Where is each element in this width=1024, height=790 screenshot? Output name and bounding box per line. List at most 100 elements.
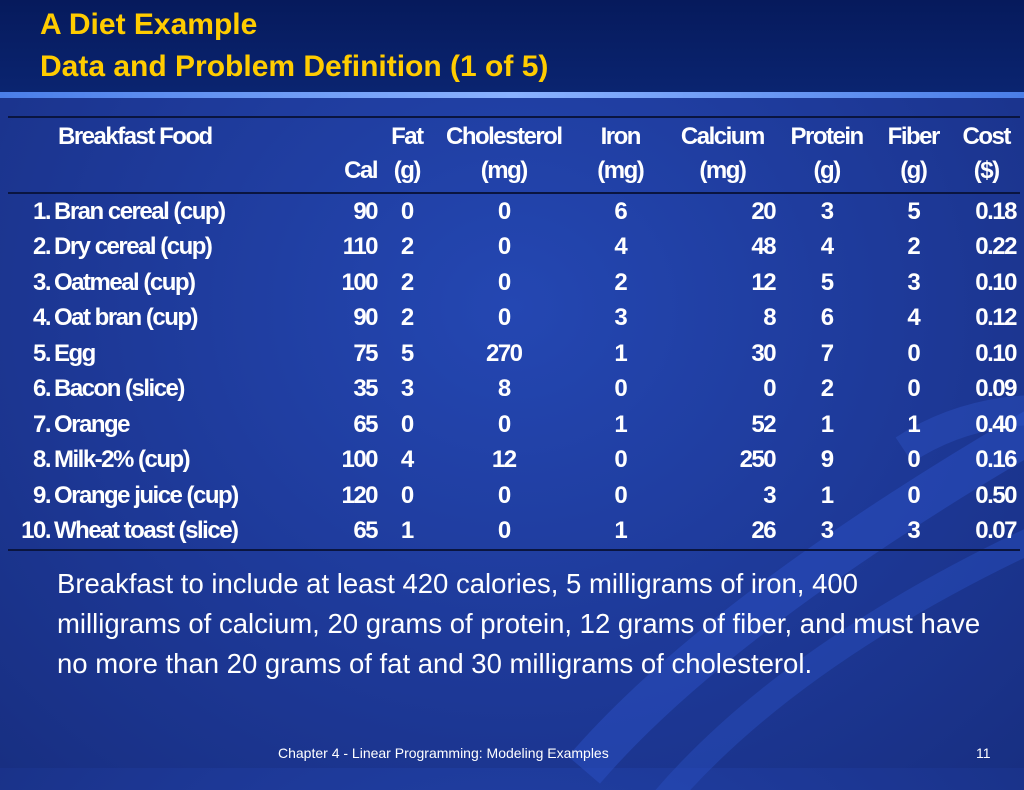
cell-iron: 6 — [614, 197, 627, 225]
header-cost: Cost — [962, 123, 1012, 150]
cell-iron: 1 — [614, 410, 627, 438]
cell-food: 8. Milk-2% (cup) — [8, 443, 317, 479]
food-name: Bacon (slice) — [54, 375, 185, 403]
cell-iron: 1 — [614, 339, 627, 367]
cell-fiber: 0 — [907, 481, 920, 509]
cell-cost: 0.12 — [975, 304, 1017, 332]
cell-fiber: 2 — [907, 233, 920, 261]
cell-calcium: 3 — [763, 481, 776, 509]
breakfast-food-table: Breakfast Food Fat Cholesterol Iron Calc… — [8, 116, 1020, 551]
food-name: Dry cereal (cup) — [54, 233, 213, 261]
food-name: Oat bran (cup) — [54, 304, 199, 332]
row-number: 8. — [32, 446, 52, 474]
cell-food: 4. Oat bran (cup) — [8, 301, 317, 337]
cell-fiber: 3 — [907, 517, 920, 545]
cell-fat: 4 — [400, 446, 414, 474]
header-breakfast-food: Breakfast Food — [58, 123, 213, 150]
food-name: Egg — [54, 339, 96, 367]
cell-fat: 0 — [400, 481, 414, 509]
cell-food: 2. Dry cereal (cup) — [8, 230, 317, 266]
cell-fat: 2 — [400, 233, 414, 261]
cell-cost: 0.10 — [975, 268, 1017, 296]
cell-fiber: 0 — [907, 339, 920, 367]
title-divider — [0, 92, 1024, 98]
cell-calcium: 48 — [751, 233, 776, 261]
slide-title: A Diet Example — [40, 8, 258, 41]
unit-food-blank — [8, 154, 317, 193]
table-header-row: Breakfast Food Fat Cholesterol Iron Calc… — [8, 117, 1020, 154]
unit-calcium: (mg) — [699, 157, 746, 184]
table-row: 1. Bran cereal (cup) 90 0 0 6 20 3 5 0.18 — [8, 193, 1020, 230]
cell-calories: 120 — [341, 481, 378, 509]
cell-calories: 35 — [353, 375, 378, 403]
table-row: 8. Milk-2% (cup) 100 4 12 0 250 9 0 0.16 — [8, 443, 1020, 479]
header-iron: Iron — [600, 123, 642, 150]
table-row: 3. Oatmeal (cup) 100 2 0 2 12 5 3 0.10 — [8, 265, 1020, 301]
cell-food: 5. Egg — [8, 336, 317, 372]
cell-calcium: 52 — [751, 410, 776, 438]
cell-fat: 3 — [400, 375, 414, 403]
cell-cost: 0.40 — [975, 410, 1017, 438]
cell-calcium: 30 — [751, 339, 776, 367]
cell-fiber: 0 — [907, 446, 920, 474]
table-row: 10. Wheat toast (slice) 65 1 0 1 26 3 3 0.07 — [8, 514, 1020, 551]
cell-calories: 110 — [342, 233, 379, 261]
header-cholesterol: Cholesterol — [445, 123, 563, 150]
cell-food: 9. Orange juice (cup) — [8, 478, 317, 514]
cell-cost: 0.10 — [975, 339, 1017, 367]
food-name: Oatmeal (cup) — [54, 268, 196, 296]
cell-cholesterol: 0 — [497, 233, 511, 261]
food-name: Wheat toast (slice) — [54, 517, 239, 545]
table-row: 9. Orange juice (cup) 120 0 0 0 3 1 0 0.50 — [8, 478, 1020, 514]
cell-calcium: 8 — [763, 304, 776, 332]
cell-fat: 5 — [400, 339, 414, 367]
row-number: 9. — [32, 481, 52, 509]
header-cal: Cal — [344, 157, 378, 184]
cell-calories: 90 — [353, 304, 378, 332]
row-number: 3. — [32, 268, 52, 296]
cell-fiber: 4 — [907, 304, 920, 332]
cell-fiber: 3 — [907, 268, 920, 296]
cell-iron: 0 — [614, 481, 627, 509]
slide-subtitle: Data and Problem Definition (1 of 5) — [40, 50, 549, 83]
header-cal-blank — [317, 117, 381, 154]
cell-food: 10. Wheat toast (slice) — [8, 514, 317, 551]
cell-cost: 0.09 — [975, 375, 1017, 403]
cell-calories: 100 — [341, 446, 378, 474]
table-row: 6. Bacon (slice) 35 3 8 0 0 2 0 0.09 — [8, 372, 1020, 408]
footer-text: Chapter 4 - Linear Programming: Modeling… — [278, 745, 609, 761]
cell-cholesterol: 0 — [497, 304, 511, 332]
row-number: 10. — [21, 517, 51, 545]
food-name: Bran cereal (cup) — [54, 197, 226, 225]
row-number: 4. — [32, 304, 52, 332]
food-name: Orange juice (cup) — [54, 481, 239, 509]
cell-iron: 4 — [614, 233, 627, 261]
cell-cholesterol: 270 — [485, 339, 523, 367]
cell-protein: 3 — [820, 197, 834, 225]
cell-calcium: 0 — [763, 375, 776, 403]
row-number: 5. — [32, 339, 52, 367]
cell-calories: 100 — [341, 268, 378, 296]
cell-calories: 65 — [353, 410, 378, 438]
cell-fat: 2 — [400, 304, 414, 332]
unit-protein: (g) — [813, 157, 842, 184]
cell-food: 7. Orange — [8, 407, 317, 443]
cell-cost: 0.16 — [975, 446, 1017, 474]
unit-cholesterol: (mg) — [480, 157, 528, 184]
row-number: 7. — [32, 410, 52, 438]
header-protein: Protein — [790, 123, 865, 150]
cell-protein: 1 — [820, 481, 834, 509]
unit-fat: (g) — [393, 157, 422, 184]
cell-cost: 0.07 — [975, 517, 1017, 545]
cell-iron: 0 — [614, 375, 627, 403]
cell-fat: 0 — [400, 197, 414, 225]
cell-fat: 1 — [400, 517, 414, 545]
cell-protein: 6 — [820, 304, 834, 332]
cell-calories: 65 — [353, 517, 378, 545]
cell-cholesterol: 0 — [497, 517, 511, 545]
title-bar: A Diet Example Data and Problem Definiti… — [0, 0, 1024, 92]
cell-fiber: 0 — [907, 375, 920, 403]
cell-cholesterol: 0 — [497, 481, 511, 509]
cell-protein: 5 — [820, 268, 834, 296]
table-header-units-row: Cal (g) (mg) (mg) (mg) (g) (g) ($) — [8, 154, 1020, 193]
